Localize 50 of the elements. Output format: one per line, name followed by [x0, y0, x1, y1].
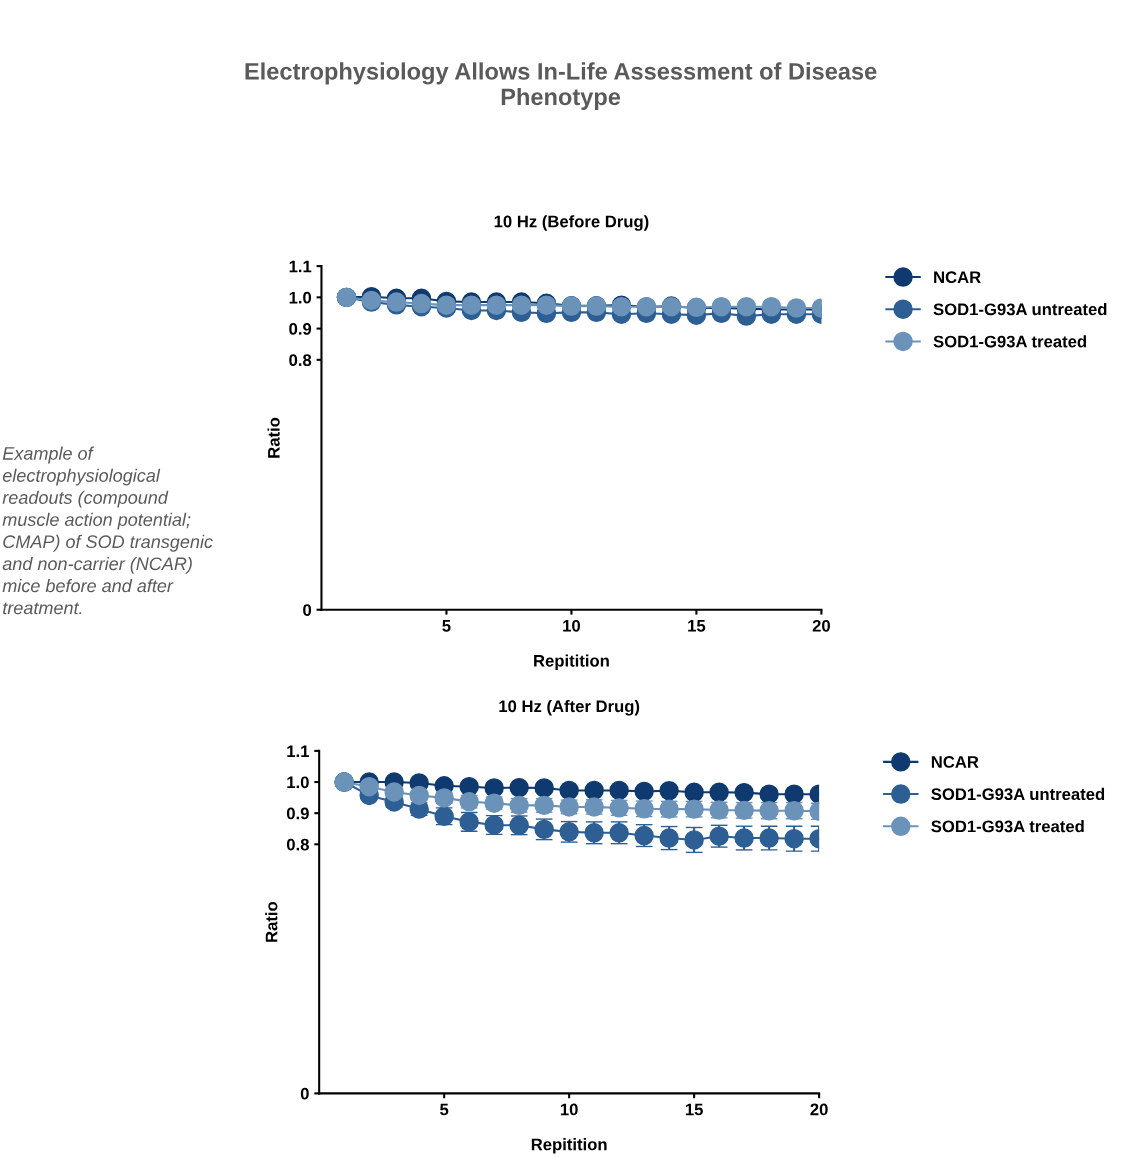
point	[509, 777, 529, 798]
x-tick-label: 5	[442, 620, 451, 632]
y-axis-title: Ratio	[267, 417, 280, 458]
point	[759, 784, 779, 804]
text: Example of electrophysiological readouts (compound muscle action potential; CMAP) of SOD transgenic and non-carrier (NCAR) mice before and after treatment.	[2, 446, 213, 615]
point	[709, 782, 729, 803]
x-tick-label: 15	[685, 1103, 703, 1116]
point	[734, 782, 754, 803]
point	[634, 781, 654, 802]
point	[559, 780, 579, 801]
x-axis-title: Repitition	[531, 1138, 607, 1154]
point	[534, 778, 554, 798]
point	[684, 782, 704, 803]
chart-title: 10 Hz (After Drug)	[499, 699, 640, 716]
x-axis-title: Repitition	[534, 654, 609, 670]
legend-label: SOD1-G93A treated	[931, 820, 1084, 833]
point	[584, 780, 604, 801]
x-tick-label: 10	[560, 1103, 578, 1116]
point	[609, 780, 629, 801]
point	[484, 778, 504, 798]
y-tick-label: 0	[303, 604, 312, 616]
x-tick-label: 15	[688, 620, 706, 632]
y-tick-label: 0.9	[289, 322, 312, 335]
y-tick-label: 0.8	[289, 354, 312, 367]
point	[384, 782, 404, 802]
y-tick-label: 0	[300, 1087, 309, 1100]
point	[659, 781, 679, 801]
legend-label: NCAR	[931, 756, 979, 768]
point	[784, 784, 804, 804]
point	[409, 785, 429, 806]
point	[784, 828, 804, 849]
point	[684, 830, 704, 850]
text: Electrophysiology Allows In-Life Assessment of Disease Phenotype	[245, 62, 877, 110]
y-axis-title: Ratio	[265, 901, 278, 942]
chart-title: 10 Hz (Before Drug)	[494, 215, 649, 231]
y-tick-label: 0.9	[286, 807, 309, 820]
y-tick-label: 1.0	[287, 776, 309, 789]
x-tick-label: 20	[810, 1103, 828, 1116]
y-tick-label: 1.0	[289, 291, 312, 304]
x-tick-label: 10	[563, 619, 581, 632]
y-tick-label: 0.8	[286, 838, 309, 851]
legend-label: SOD1-G93A untreated	[933, 303, 1107, 316]
x-tick-label: 20	[812, 619, 830, 632]
legend-label: NCAR	[934, 271, 981, 284]
legend-label: SOD1-G93A untreated	[931, 787, 1105, 801]
legend-label: SOD1-G93A treated	[933, 335, 1087, 348]
point	[359, 776, 379, 797]
y-tick-label: 1.1	[289, 260, 312, 273]
x-tick-label: 5	[440, 1103, 449, 1116]
y-tick-label: 1.1	[287, 745, 309, 757]
